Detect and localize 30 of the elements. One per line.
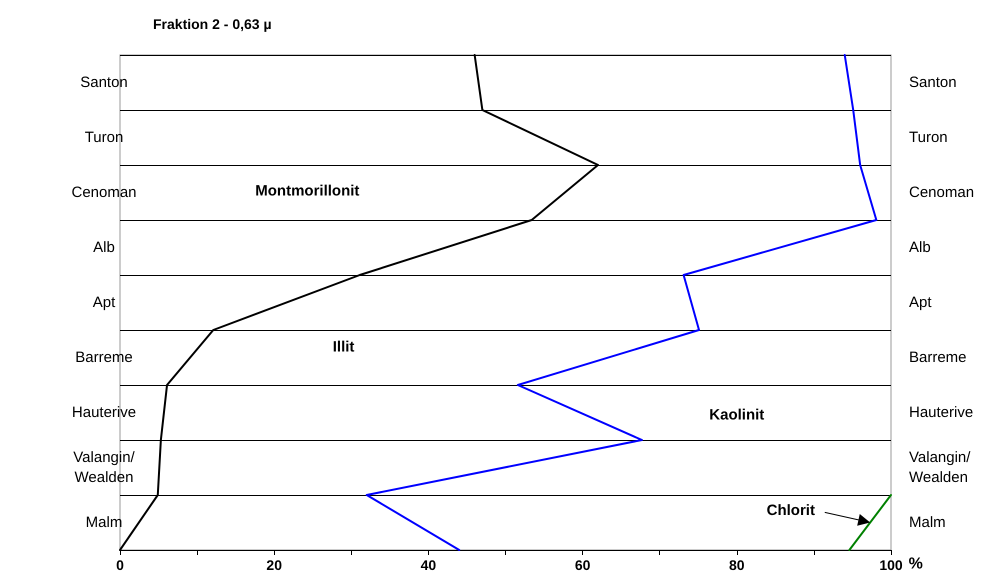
x-tick-label: 100: [879, 557, 903, 573]
annotation: Kaolinit: [709, 406, 764, 424]
y-tick-label: Hauterive: [72, 404, 136, 421]
y2-tick-label: Apt: [909, 294, 932, 311]
x-tick-label: 20: [266, 557, 282, 573]
y-tick-label: Valangin/ Wealden: [73, 449, 136, 486]
x-tick-label: 0: [116, 557, 124, 573]
x-tick-label: 40: [420, 557, 436, 573]
y-tick-label: Apt: [92, 294, 116, 311]
annotation: Illit: [332, 338, 354, 356]
y-tick-label: Malm: [86, 514, 122, 531]
y2-tick-label: Malm: [909, 514, 946, 531]
y2-tick-label: Turon: [909, 129, 948, 146]
x-axis-title: %: [908, 556, 923, 572]
y2-tick-label: Hauterive: [909, 404, 974, 421]
annotation: Chlorit: [766, 502, 815, 519]
y-tick-label: Santon: [80, 74, 128, 91]
y-tick-label: Alb: [93, 239, 115, 256]
chart-title: Fraktion 2 - 0,63 µ: [153, 16, 272, 32]
y2-tick-label: Barreme: [909, 349, 967, 366]
y-tick-label: Cenoman: [71, 184, 137, 201]
x-tick-label: 60: [574, 557, 591, 573]
y2-tick-label: Valangin/ Wealden: [909, 449, 972, 486]
y2-tick-label: Cenoman: [909, 184, 974, 201]
y2-tick-label: Santon: [909, 74, 957, 91]
annotation: Montmorillonit: [255, 182, 360, 200]
x-tick-label: 80: [729, 557, 745, 573]
y2-tick-label: Alb: [909, 239, 931, 256]
y-tick-label: Barreme: [75, 349, 133, 366]
y-tick-label: Turon: [84, 129, 124, 146]
